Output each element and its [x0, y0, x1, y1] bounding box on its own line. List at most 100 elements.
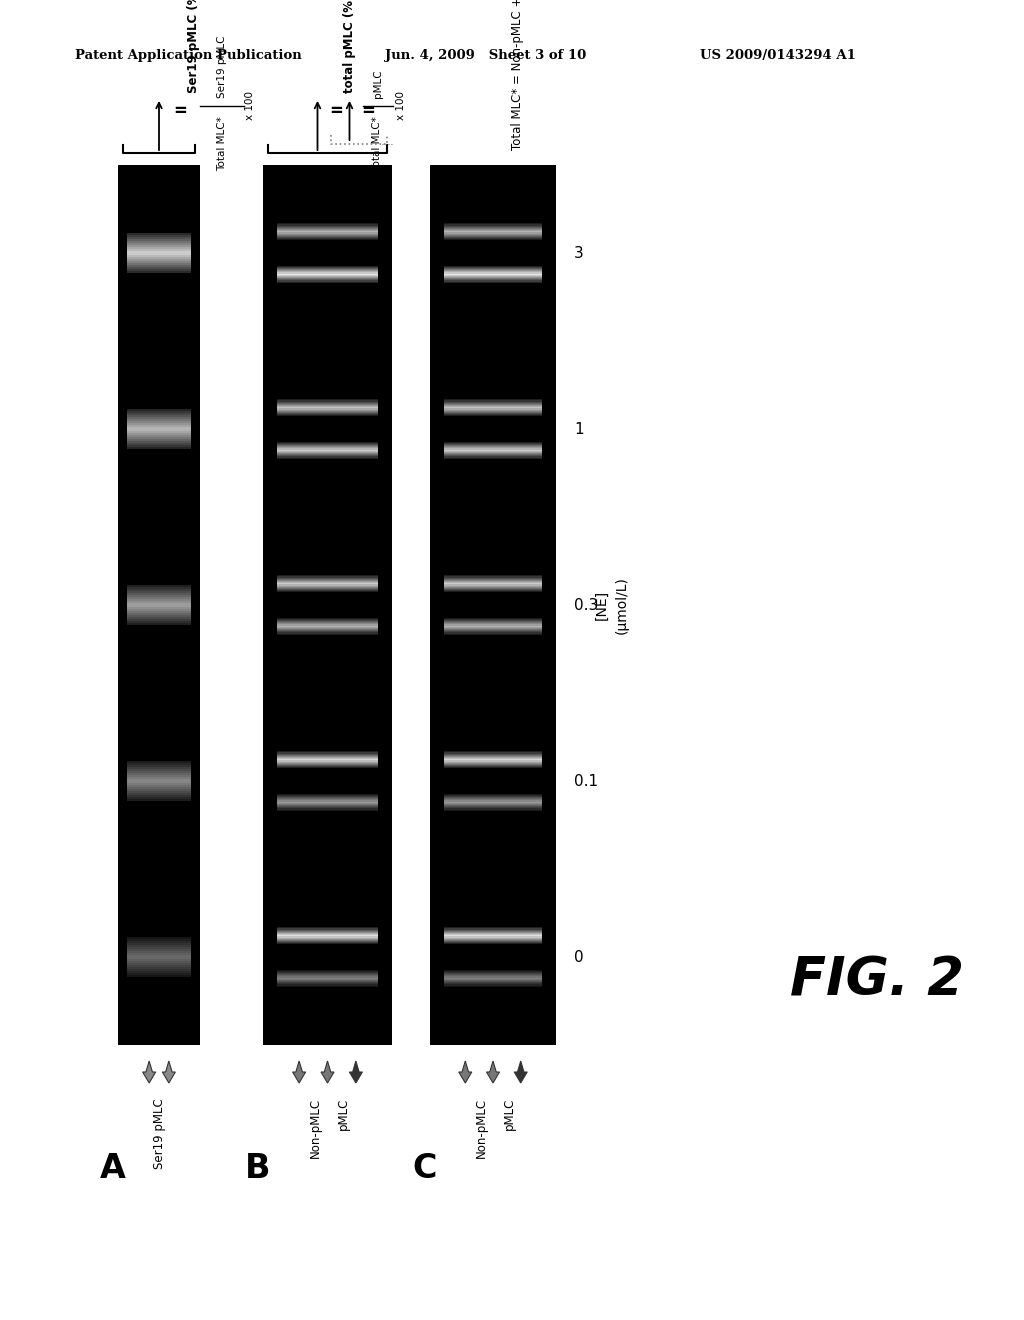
Bar — [127, 409, 191, 411]
Bar — [127, 436, 191, 437]
Bar — [127, 591, 191, 593]
Text: =: = — [173, 102, 186, 120]
Bar — [127, 597, 191, 599]
Bar — [127, 775, 191, 777]
Text: pMLC: pMLC — [337, 1098, 350, 1130]
Text: total pMLC (%): total pMLC (%) — [343, 0, 356, 92]
Text: Non-pMLC: Non-pMLC — [474, 1098, 487, 1158]
Bar — [127, 255, 191, 257]
Bar — [127, 965, 191, 968]
Bar — [127, 246, 191, 247]
Polygon shape — [349, 1061, 362, 1082]
Bar — [127, 239, 191, 242]
Bar — [127, 789, 191, 791]
Bar — [127, 587, 191, 589]
Polygon shape — [514, 1061, 527, 1082]
Bar — [127, 445, 191, 447]
Bar — [127, 267, 191, 269]
Bar — [127, 957, 191, 958]
Bar — [127, 612, 191, 615]
Bar — [127, 799, 191, 801]
Bar — [127, 603, 191, 605]
Bar — [127, 235, 191, 238]
Text: (μmol/L): (μmol/L) — [615, 576, 629, 634]
Bar — [127, 770, 191, 771]
Bar — [127, 762, 191, 763]
Polygon shape — [293, 1061, 305, 1082]
Polygon shape — [486, 1061, 500, 1082]
Text: Total MLC*: Total MLC* — [373, 116, 383, 170]
Bar — [127, 787, 191, 789]
Text: B: B — [246, 1151, 270, 1184]
Text: 0: 0 — [574, 949, 584, 965]
Text: Non-pMLC: Non-pMLC — [309, 1098, 322, 1158]
Bar — [127, 269, 191, 271]
Bar — [127, 259, 191, 261]
Bar — [127, 972, 191, 973]
Bar — [127, 437, 191, 440]
Bar — [127, 585, 191, 587]
Text: x 100: x 100 — [245, 91, 255, 120]
Text: US 2009/0143294 A1: US 2009/0143294 A1 — [700, 49, 856, 62]
Bar — [127, 417, 191, 418]
Bar — [127, 964, 191, 965]
Text: C: C — [413, 1151, 437, 1184]
Bar — [127, 605, 191, 607]
Bar — [430, 165, 556, 1045]
Bar — [127, 611, 191, 612]
Bar — [127, 607, 191, 609]
Bar — [127, 950, 191, 953]
Bar — [127, 589, 191, 591]
Bar — [118, 165, 200, 1045]
Bar — [127, 414, 191, 417]
Bar — [127, 265, 191, 267]
Bar — [127, 791, 191, 793]
Bar — [127, 595, 191, 597]
Bar — [127, 440, 191, 441]
Bar — [127, 969, 191, 972]
Bar — [127, 945, 191, 946]
Bar — [127, 956, 191, 957]
Bar — [127, 433, 191, 436]
Bar — [127, 253, 191, 255]
Bar — [127, 441, 191, 444]
Text: [NE]: [NE] — [595, 590, 609, 620]
Text: 0.3: 0.3 — [574, 598, 598, 612]
Bar — [127, 973, 191, 975]
Text: =: = — [361, 102, 376, 120]
Bar — [127, 601, 191, 603]
Bar — [127, 620, 191, 623]
Bar — [127, 263, 191, 265]
Bar — [127, 261, 191, 263]
Bar — [127, 234, 191, 235]
Bar — [127, 781, 191, 783]
Bar — [127, 243, 191, 246]
Bar — [127, 777, 191, 779]
Bar — [127, 960, 191, 961]
Bar — [127, 774, 191, 775]
Text: Jun. 4, 2009   Sheet 3 of 10: Jun. 4, 2009 Sheet 3 of 10 — [385, 49, 587, 62]
Bar — [127, 242, 191, 243]
Bar — [127, 599, 191, 601]
Text: 1: 1 — [574, 421, 584, 437]
Bar — [127, 422, 191, 425]
Bar — [127, 941, 191, 942]
Bar — [127, 425, 191, 426]
Text: Total MLC* = Non-pMLC + pMLC: Total MLC* = Non-pMLC + pMLC — [512, 0, 524, 150]
Bar — [127, 623, 191, 624]
Bar — [127, 428, 191, 429]
Bar — [127, 619, 191, 620]
Text: x 100: x 100 — [396, 91, 407, 120]
Bar — [127, 767, 191, 770]
Polygon shape — [459, 1061, 472, 1082]
Text: 0.1: 0.1 — [574, 774, 598, 788]
Bar — [127, 763, 191, 766]
Text: =: = — [330, 102, 343, 120]
Bar — [127, 779, 191, 781]
Bar — [127, 421, 191, 422]
Bar — [127, 413, 191, 414]
Text: pMLC: pMLC — [373, 70, 383, 98]
Bar — [127, 447, 191, 449]
Bar — [127, 793, 191, 795]
Text: pMLC: pMLC — [503, 1098, 515, 1130]
